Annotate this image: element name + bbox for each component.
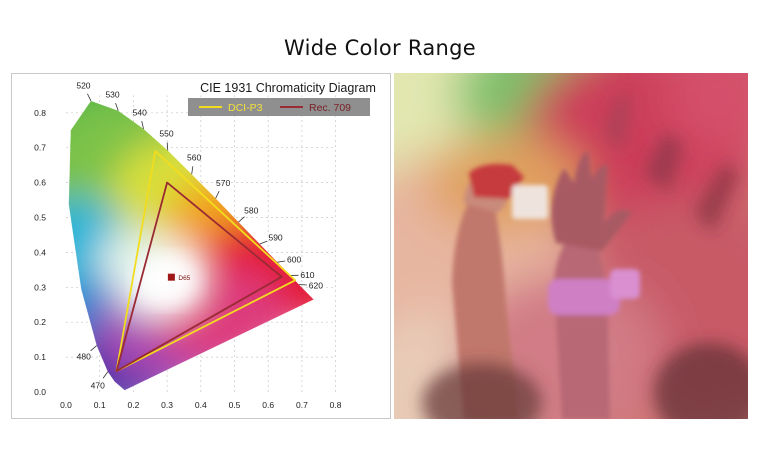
wavelength-label: 600 [287,255,301,265]
x-tick-label: 0.7 [296,400,308,410]
legend: DCI-P3 Rec. 709 [188,98,370,116]
locus-tick [277,260,286,263]
chromaticity-chart-panel: 0.0 0.1 0.2 0.3 0.4 0.5 0.6 0.7 0.8 0.0 0.1 0.2 0.3 0… [11,73,391,419]
page-title: Wide Color Range [284,36,476,60]
wristband-right [610,269,640,299]
y-tick-label: 0.8 [34,108,46,118]
y-tick-label: 0.5 [34,213,46,223]
heads [422,343,748,419]
wavelength-label: 550 [159,129,173,139]
wavelength-label: 520 [76,81,90,91]
x-tick-label: 0.5 [229,400,241,410]
color-powder-crowd-photo [394,73,748,419]
locus-tick [115,103,119,111]
foreground-arms [452,151,640,419]
axis-ticks: 0.0 0.1 0.2 0.3 0.4 0.5 0.6 0.7 0.8 0.0 0.1 0.2 0.3 0… [34,108,342,410]
locus-tick [259,240,268,245]
background-hands [604,93,739,233]
chart-title: CIE 1931 Chromaticity Diagram [200,81,376,95]
cie-chromaticity-chart: 0.0 0.1 0.2 0.3 0.4 0.5 0.6 0.7 0.8 0.0 0.1 0.2 0.3 0… [34,81,376,410]
legend-label-dci-p3: DCI-P3 [228,102,263,114]
x-tick-label: 0.2 [127,400,139,410]
photo-illustration [394,73,748,419]
y-tick-label: 0.7 [34,143,46,153]
x-tick-label: 0.6 [262,400,274,410]
legend-label-rec-709: Rec. 709 [309,102,351,114]
locus-tick [166,142,169,151]
wavelength-label: 480 [77,352,91,362]
locus-tick [298,284,307,286]
wavelength-label: 620 [309,281,323,291]
gamut-triangle-dci-p3 [115,150,297,372]
y-tick-label: 0.2 [34,317,46,327]
locus-tick [215,190,220,199]
locus-tick [141,120,144,129]
d65-marker [167,273,175,281]
wristband [548,279,620,315]
wavelength-label: 560 [187,152,201,162]
wavelength-label: 570 [216,178,230,188]
locus-tick [238,216,245,223]
x-tick-label: 0.1 [94,400,106,410]
left-arm [452,191,519,419]
y-tick-label: 0.3 [34,282,46,292]
gamut-triangles [115,150,297,372]
locus-tick [102,371,109,379]
legend-box [188,98,370,116]
locus-tick [87,93,92,102]
gamut-triangle-rec-709 [115,181,283,372]
wrist-paper-band [512,185,548,219]
x-tick-label: 0.4 [195,400,207,410]
d65-label: D65 [178,275,190,282]
y-tick-label: 0.6 [34,178,46,188]
wavelength-label: 530 [105,90,119,100]
wavelength-label: 470 [91,380,105,390]
right-hand [551,151,632,251]
locus-tick [191,166,194,175]
wavelength-label: 610 [300,270,314,280]
locus-tick [90,345,97,352]
wavelength-label: 590 [268,233,282,243]
white-point: D65 [167,273,191,282]
wavelength-label: 540 [133,107,147,117]
wavelength-label: 580 [244,206,258,216]
red-glove-shape [469,164,524,199]
y-tick-label: 0.4 [34,247,46,257]
y-tick-label: 0.0 [34,387,46,397]
x-tick-label: 0.0 [60,400,72,410]
x-tick-label: 0.8 [330,400,342,410]
x-tick-label: 0.3 [161,400,173,410]
y-tick-label: 0.1 [34,352,46,362]
